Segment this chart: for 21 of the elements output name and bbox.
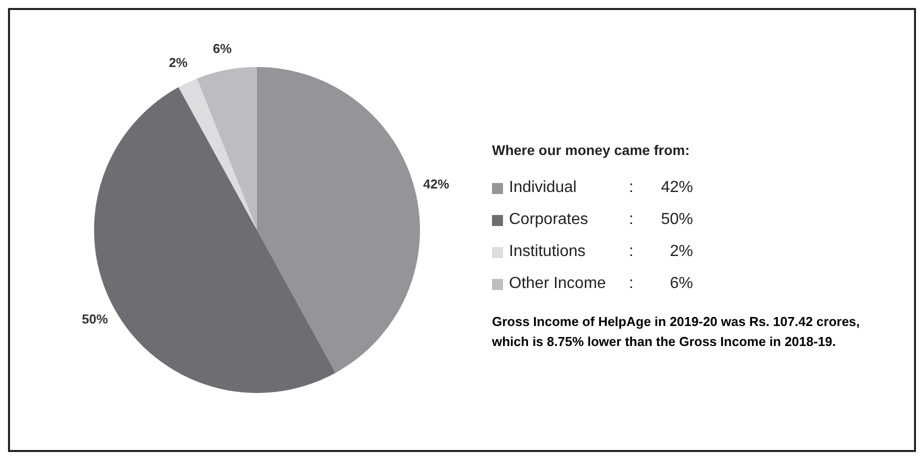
text: Gross Income of HelpAge in 2019-20 was Rs. 107.42 crores, which is 8.75% lower than the Gross Income in 2018-19. <box>492 313 861 351</box>
legend-title: Where our money came from: <box>492 142 691 158</box>
text: 2% <box>670 243 693 260</box>
pie-slice <box>196 67 257 230</box>
legend-label: Corporates <box>509 211 590 229</box>
text: : <box>629 179 634 197</box>
pie-slice <box>178 78 257 230</box>
legend-label: Institutions <box>509 243 586 261</box>
text: 42% <box>660 179 693 196</box>
data-label: 50% <box>82 312 108 327</box>
pie-slice <box>257 67 420 373</box>
text: 6% <box>670 275 693 292</box>
text: 50% <box>660 211 693 228</box>
legend-label: Individual <box>509 179 578 197</box>
text: : <box>629 211 634 229</box>
legend-label: Other Income <box>509 275 607 293</box>
data-label: 2% <box>168 55 188 70</box>
text: : <box>629 243 634 261</box>
text: : <box>629 275 634 293</box>
data-label: 42% <box>423 176 450 192</box>
data-label: 6% <box>212 40 232 56</box>
